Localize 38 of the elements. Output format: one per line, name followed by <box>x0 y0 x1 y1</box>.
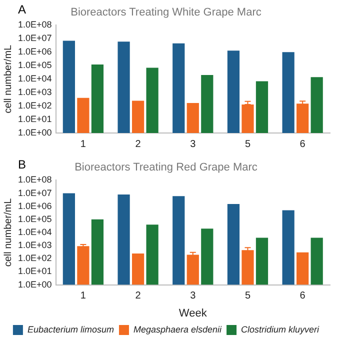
y-tick-label: 1.0E+08 <box>18 20 52 30</box>
legend-label: Clostridium kluyveri <box>241 324 320 334</box>
y-tick-label: 1.0E+06 <box>18 46 52 57</box>
y-axis-title: cell number/mL <box>2 44 14 114</box>
chart-title: Bioreactors Treating Red Grape Marc <box>74 162 258 174</box>
x-tick-label: 3 <box>190 290 196 302</box>
x-tick-label: 6 <box>300 138 306 150</box>
y-tick-label: 1.0E+05 <box>18 60 52 70</box>
x-tick-label: 5 <box>244 138 251 150</box>
x-tick-label: 2 <box>135 290 142 302</box>
x-tick-label: 1 <box>80 138 86 150</box>
y-tick-label: 1.0E+00 <box>18 279 52 290</box>
y-tick-label: 1.0E+04 <box>18 226 52 237</box>
chart-title: Bioreactors Treating White Grape Marc <box>70 6 262 19</box>
y-tick-label: 1.0E+07 <box>18 33 52 44</box>
x-tick-label: 6 <box>300 290 306 302</box>
y-tick-label: 1.0E+06 <box>18 200 52 211</box>
x-tick-label: 3 <box>190 138 196 150</box>
text: B <box>18 157 26 172</box>
x-tick-label: 2 <box>135 138 142 150</box>
x-axis-title: Week <box>178 307 208 320</box>
y-tick-label: 1.0E+01 <box>18 114 52 124</box>
x-tick-label: 1 <box>80 290 86 302</box>
y-tick-label: 1.0E+05 <box>18 214 52 224</box>
y-tick-label: 1.0E+03 <box>18 87 52 98</box>
y-tick-label: 1.0E+02 <box>18 100 52 111</box>
y-tick-label: 1.0E+07 <box>18 188 52 198</box>
legend-label: Megasphaera elsdenii <box>133 324 223 334</box>
x-tick-label: 5 <box>244 290 251 302</box>
y-tick-label: 1.0E+00 <box>18 127 52 138</box>
y-tick-label: 1.0E+03 <box>18 240 52 250</box>
legend-label: Eubacterium limosum <box>27 324 114 334</box>
y-tick-label: 1.0E+02 <box>18 253 52 264</box>
y-tick-label: 1.0E+04 <box>18 74 52 84</box>
text: A <box>18 2 26 16</box>
y-axis-title: cell number/mL <box>2 198 14 267</box>
y-tick-label: 1.0E+01 <box>18 266 52 276</box>
y-tick-label: 1.0E+08 <box>18 174 52 185</box>
